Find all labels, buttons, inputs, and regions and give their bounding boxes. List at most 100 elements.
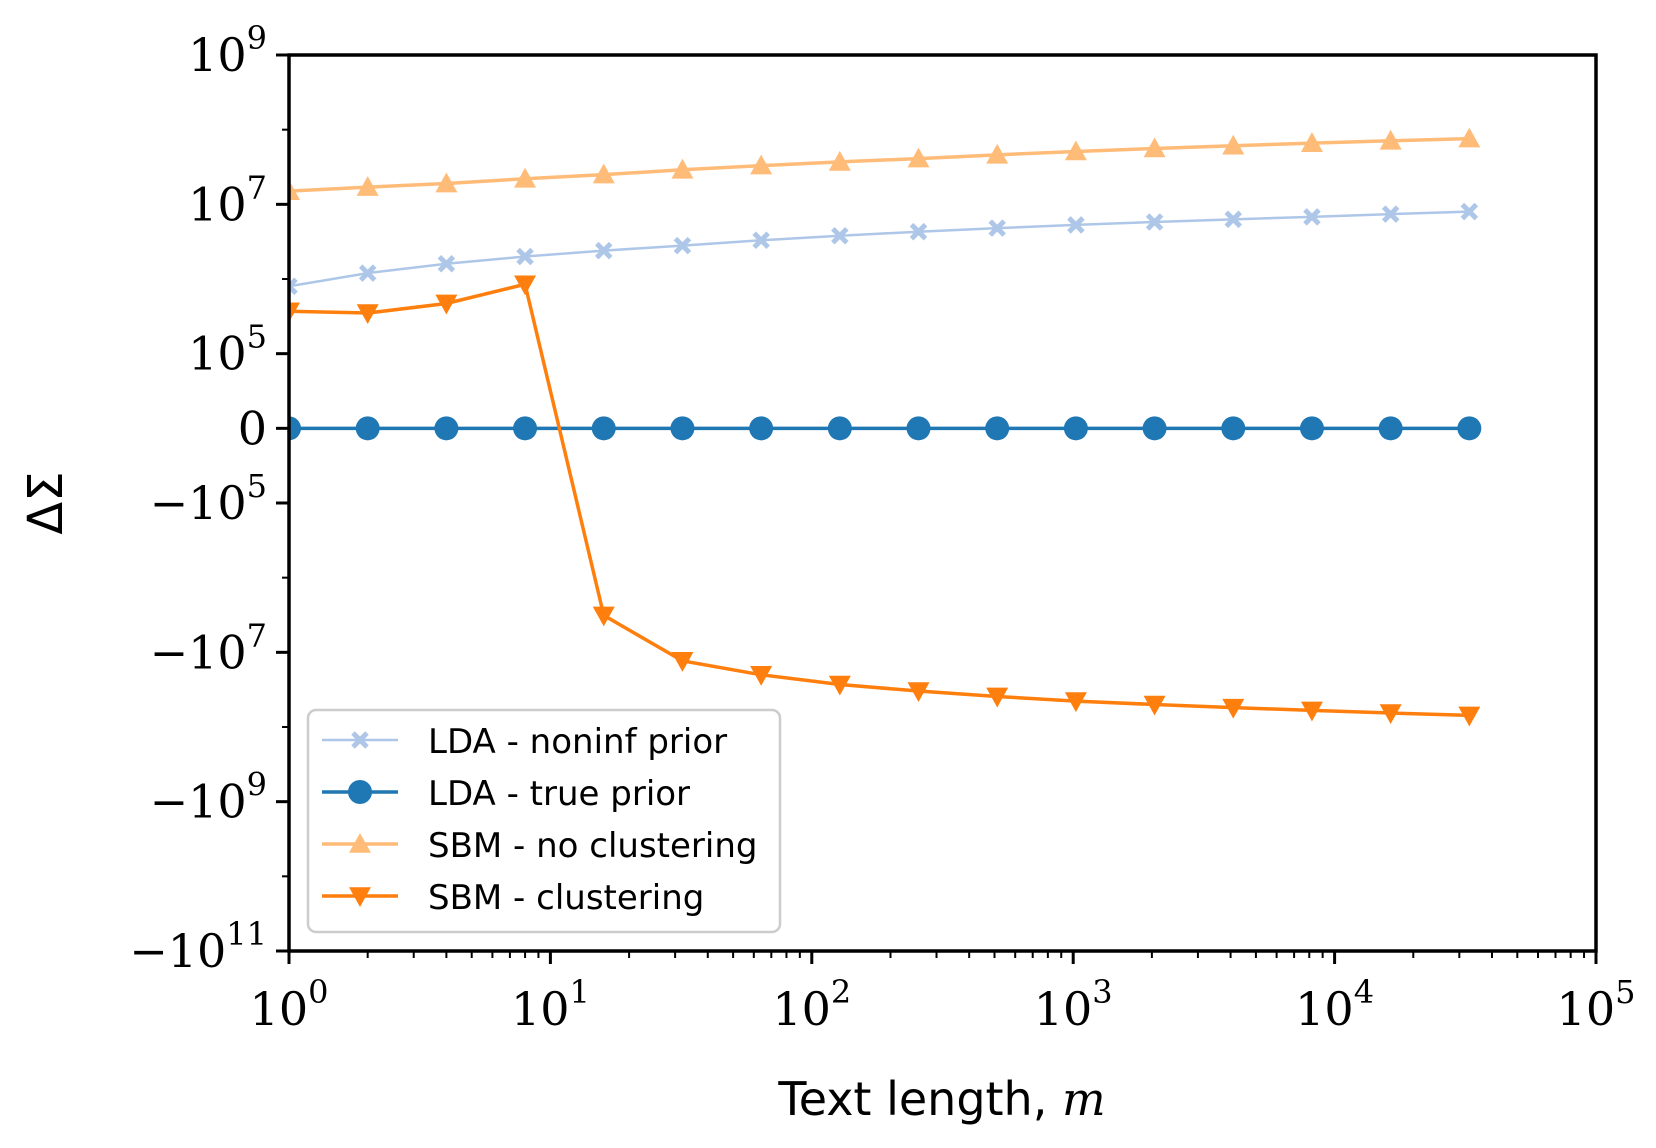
data-point [986,687,1009,708]
series-line [289,210,1470,288]
data-point [358,264,377,282]
data-point [1145,213,1164,231]
data-point [1064,692,1087,713]
x-tick-label: 101 [511,973,590,1036]
data-point [673,236,692,255]
x-tick-label: 102 [772,973,851,1036]
data-point [435,294,458,315]
y-tick-label: −1011 [129,915,267,978]
legend-entries: LDA - noninf prior LDA - true prior SBM - … [322,722,758,918]
legend-entry: LDA - true prior [322,774,690,814]
y-tick-label: −107 [150,616,267,679]
data-point [356,176,379,196]
y-tick-label: 109 [188,19,267,82]
data-point [750,154,773,175]
legend-label: SBM - no clustering [428,826,758,866]
data-point [1460,202,1479,221]
data-point [1067,216,1085,234]
series-1 [289,416,1482,441]
data-point [591,416,616,441]
data-point [1143,137,1166,158]
data-point [592,163,615,184]
data-point [1300,132,1323,152]
data-point [289,416,301,441]
data-point [1224,210,1243,229]
y-tick-label: −105 [150,467,267,530]
legend: LDA - noninf prior LDA - true prior SBM - … [306,708,782,934]
x-tick-label: 100 [250,973,329,1036]
data-point [356,304,379,325]
data-point [907,682,930,703]
data-point [1063,416,1088,441]
data-point [749,416,774,441]
legend-marker [349,887,371,907]
series-3 [289,275,1481,727]
data-point [750,666,773,686]
series-2 [289,127,1481,200]
x-axis-label-text: Text length, [777,1072,1062,1126]
data-point [437,254,456,273]
data-point [1381,205,1400,223]
y-tick-label: 105 [188,318,267,381]
data-point [986,143,1009,164]
data-point [1143,695,1166,716]
data-point [1142,416,1167,441]
y-tick-label: 107 [188,168,267,231]
legend-entry: LDA - noninf prior [322,722,727,762]
data-point [671,158,694,179]
chart-marks [289,127,1482,727]
data-point [434,416,459,441]
legend-label: LDA - noninf prior [428,722,727,762]
data-point [1379,129,1402,150]
data-point [670,416,695,441]
data-point [1064,140,1087,161]
data-point [1222,698,1245,719]
data-point [909,222,928,241]
y-axis: 109 107 105 0 −105 −107 −109 −1011 [129,19,289,978]
series-layer [289,127,1482,727]
legend-box [306,708,782,934]
data-point [1299,416,1324,441]
data-point [988,219,1006,237]
data-point [828,675,851,696]
data-point [514,275,537,296]
data-point [1303,208,1321,226]
data-point [289,277,298,296]
data-point [906,416,931,441]
legend-label: LDA - true prior [428,774,690,814]
data-point [514,167,537,188]
legend-marker [351,731,369,749]
data-point [1378,416,1403,441]
legend-marker [349,833,371,853]
series-0 [289,202,1479,296]
x-axis-label: Text length, m [777,1072,1105,1126]
data-point [1222,134,1245,155]
data-point [289,180,300,200]
legend-entry: SBM - no clustering [322,826,758,866]
data-point [592,606,615,627]
data-point [1458,706,1481,727]
data-point [671,652,694,672]
data-point [1300,701,1323,722]
data-point [985,416,1010,441]
legend-entry: SBM - clustering [322,878,704,918]
data-point [516,247,534,266]
x-tick-label: 104 [1295,973,1374,1036]
legend-label: SBM - clustering [428,878,704,918]
data-point [1458,127,1481,148]
data-point [831,226,849,245]
y-tick-label: −109 [150,766,267,829]
data-point [828,150,851,171]
data-point [752,231,770,250]
x-axis: 100 101 102 103 104 105 [250,951,1635,1036]
data-point [594,241,613,260]
series-line [289,282,1470,718]
y-tick-label: 0 [238,401,267,455]
data-point [355,416,380,441]
legend-marker [348,780,372,804]
data-point [907,147,930,168]
data-point [827,416,852,441]
data-point [435,172,458,193]
x-tick-label: 103 [1034,973,1113,1036]
